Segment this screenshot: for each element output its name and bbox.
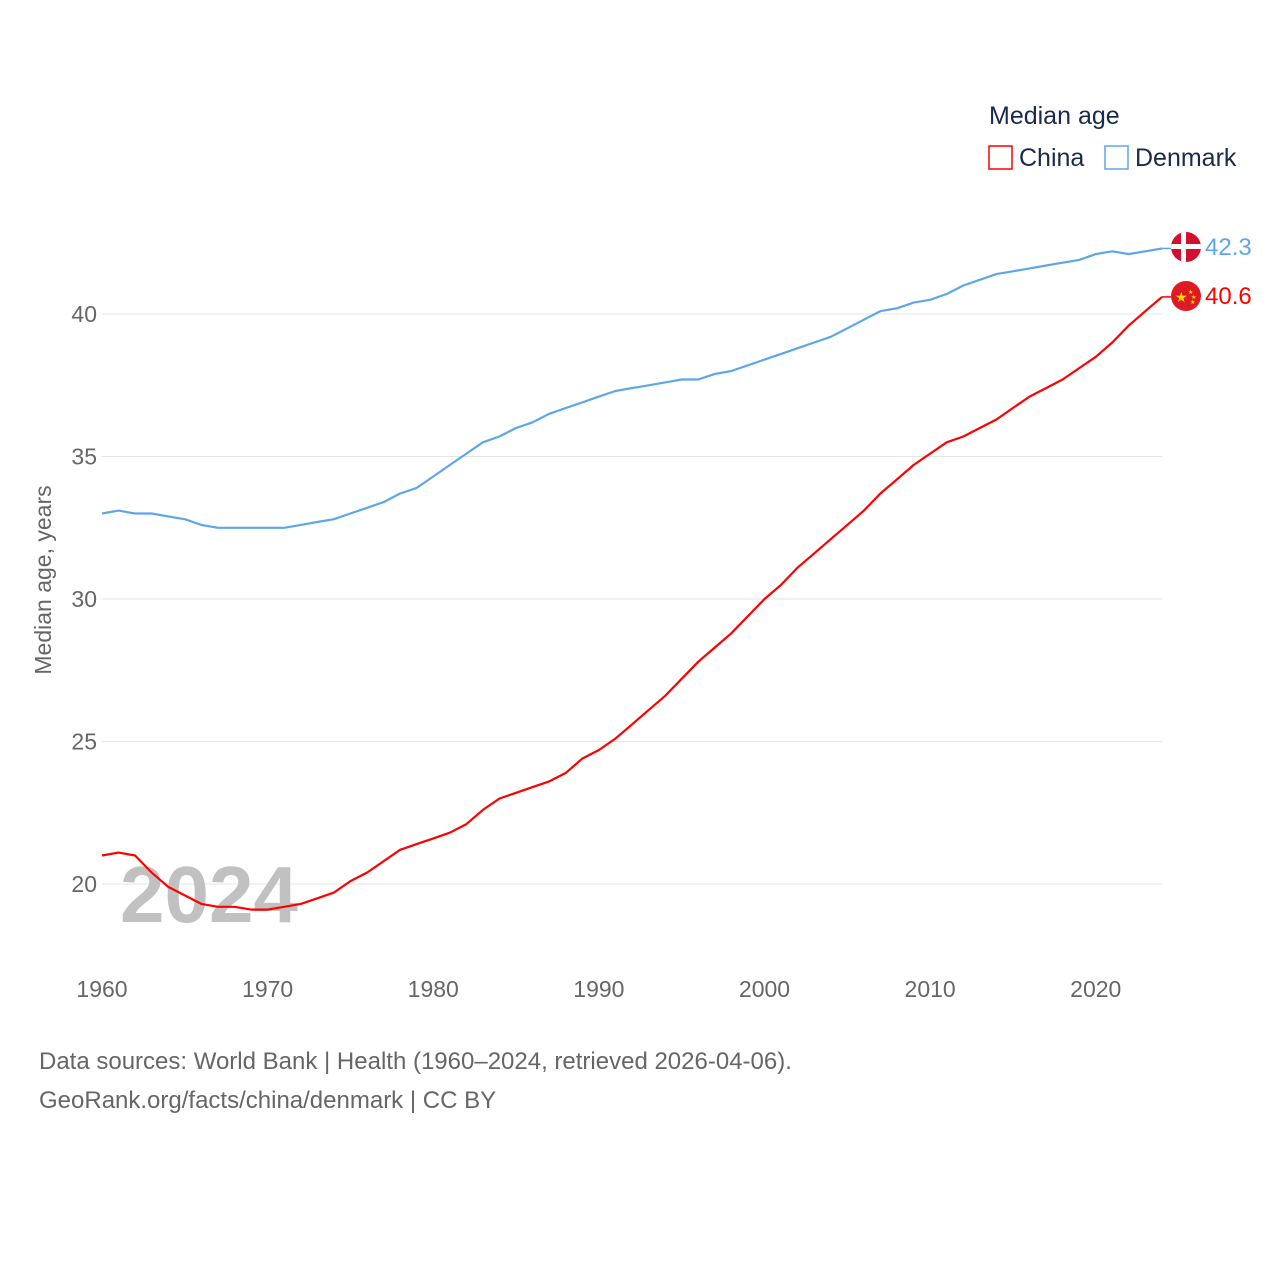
x-tick-label: 1960 xyxy=(76,976,127,1002)
svg-text:★: ★ xyxy=(1188,289,1193,296)
y-tick-label: 20 xyxy=(71,871,97,897)
legend-swatch-china[interactable] xyxy=(988,145,1013,170)
svg-text:★: ★ xyxy=(1175,289,1188,305)
x-tick-label: 1990 xyxy=(573,976,624,1002)
series-line-denmark[interactable] xyxy=(101,247,1163,529)
y-tick-label: 25 xyxy=(71,729,97,755)
x-tick-label: 2000 xyxy=(739,976,790,1002)
legend-label-denmark[interactable]: Denmark xyxy=(1135,144,1237,172)
x-tick-label: 1980 xyxy=(408,976,459,1002)
svg-text:★: ★ xyxy=(1191,294,1196,301)
x-axis-ticks: 1960 1970 1980 1990 2000 2010 2020 xyxy=(76,976,1121,1002)
denmark-flag-icon xyxy=(1171,232,1201,262)
x-tick-label: 2020 xyxy=(1070,976,1121,1002)
y-tick-label: 40 xyxy=(71,301,97,327)
y-axis-label: Median age, years xyxy=(30,485,56,674)
gridlines xyxy=(102,313,1162,885)
x-tick-label: 2010 xyxy=(905,976,956,1002)
legend-label-china[interactable]: China xyxy=(1019,144,1084,172)
series-lines xyxy=(101,247,1171,911)
year-watermark: 2024 xyxy=(120,850,298,939)
footer-sources: Data sources: World Bank | Health (1960–… xyxy=(39,1048,792,1075)
china-flag-icon: ★ ★ ★ ★ xyxy=(1171,281,1201,311)
y-tick-label: 30 xyxy=(71,586,97,612)
legend: Median age China Denmark xyxy=(988,102,1237,172)
denmark-end-value: 42.3 xyxy=(1205,234,1252,261)
legend-swatch-denmark[interactable] xyxy=(1104,145,1129,170)
y-axis-ticks: 20 25 30 35 40 xyxy=(71,301,97,897)
footer-link[interactable]: GeoRank.org/facts/china/denmark | CC BY xyxy=(39,1087,496,1114)
legend-title: Median age xyxy=(989,102,1120,130)
x-tick-label: 1970 xyxy=(242,976,293,1002)
svg-text:★: ★ xyxy=(1190,299,1195,306)
china-end-value: 40.6 xyxy=(1205,283,1252,310)
series-line-china[interactable] xyxy=(101,296,1163,911)
y-tick-label: 35 xyxy=(71,444,97,470)
